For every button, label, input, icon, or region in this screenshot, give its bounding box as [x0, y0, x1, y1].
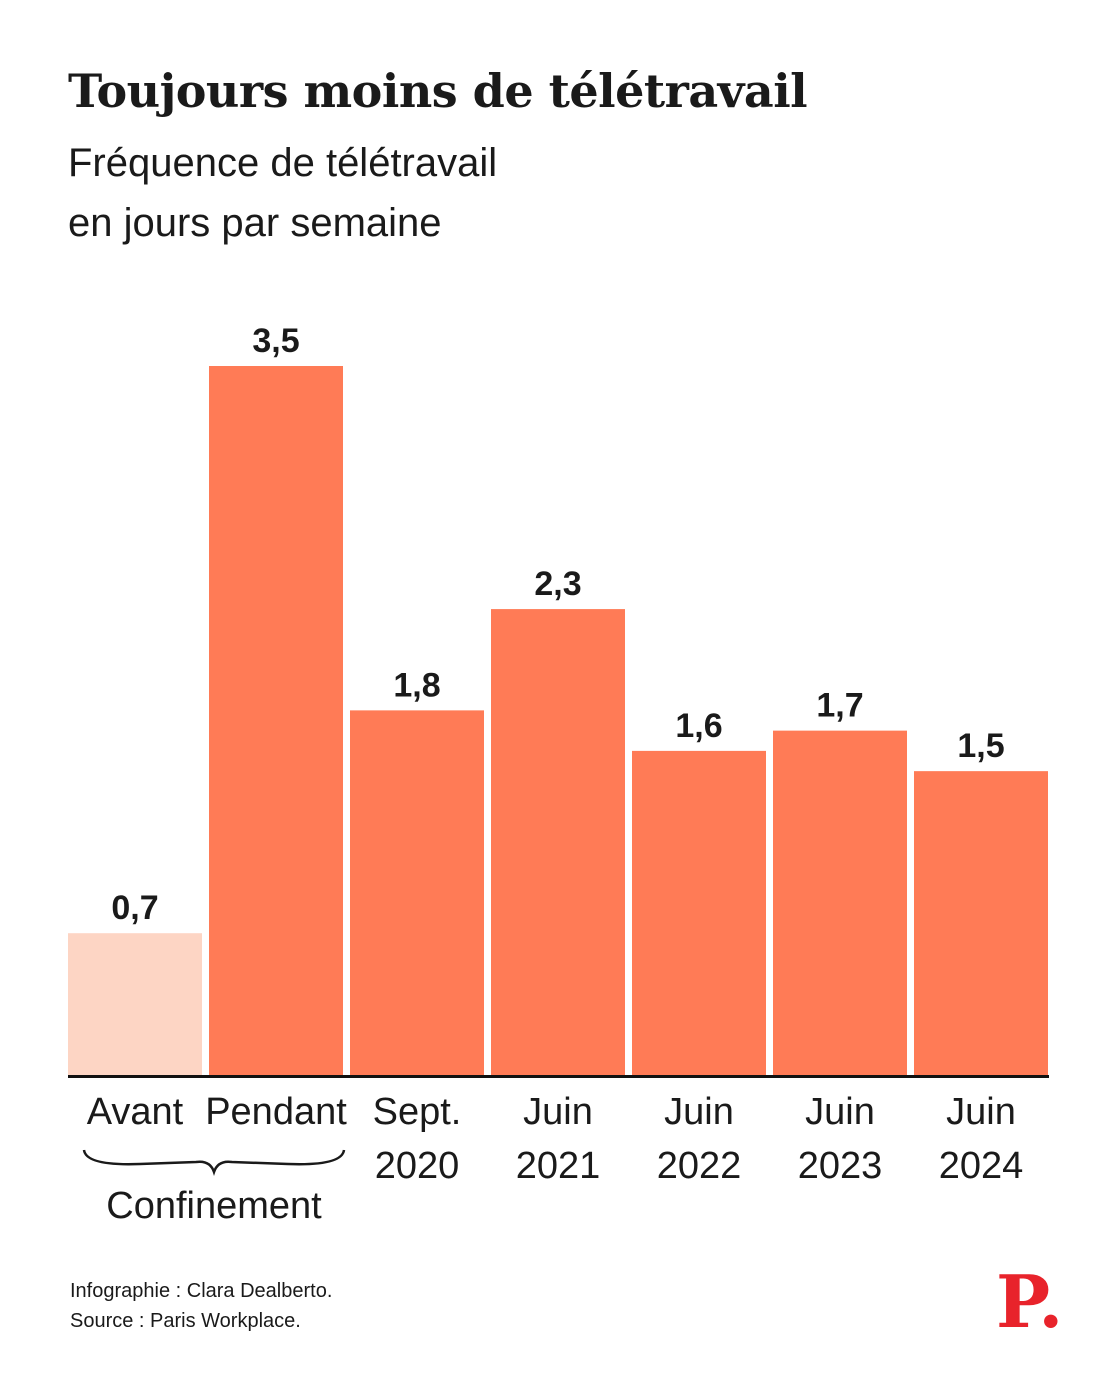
category-label-2-line-1: 2020 [375, 1145, 460, 1187]
bar-4 [632, 750, 766, 1075]
category-label-5-line-1: 2023 [798, 1145, 883, 1187]
category-label-5-line-0: Juin [805, 1091, 875, 1133]
confinement-label: Confinement [106, 1185, 322, 1227]
category-label-6-line-1: 2024 [939, 1145, 1024, 1187]
category-label-3-line-1: 2021 [516, 1145, 601, 1187]
value-label-5: 1,7 [816, 687, 863, 725]
category-label-1-line-0: Pendant [205, 1091, 347, 1133]
value-label-6: 1,5 [957, 727, 1004, 765]
subtitle-line-1: Fréquence de télétravail [68, 141, 498, 185]
confinement-brace [82, 1149, 346, 1176]
category-label-layer: Avant Pendant Sept. 2020 Juin 2021 Juin 2022 Jui… [87, 1091, 1024, 1187]
subtitle-line-2: en jours par semaine [68, 201, 442, 245]
category-label-0-line-0: Avant [87, 1091, 184, 1133]
bar-layer [68, 366, 1048, 1075]
value-label-3: 2,3 [534, 565, 581, 603]
chart-title: Toujours moins de télétravail [68, 64, 808, 118]
bar-2 [350, 710, 484, 1075]
credit-line-graphics: Infographie : Clara Dealberto. [70, 1280, 333, 1302]
category-label-2-line-0: Sept. [373, 1091, 462, 1133]
category-label-3-line-0: Juin [523, 1091, 593, 1133]
le-point-logo: P. [996, 1259, 1064, 1344]
value-label-4: 1,6 [675, 707, 722, 745]
value-label-layer: 0,7 3,5 1,8 2,3 1,6 1,7 1,5 [111, 322, 1004, 927]
credits: Infographie : Clara Dealberto. Source : … [70, 1276, 332, 1336]
chart-subtitle: Fréquence de télétravail en jours par se… [68, 133, 768, 253]
category-label-4-line-1: 2022 [657, 1145, 742, 1187]
value-label-0: 0,7 [111, 889, 158, 927]
bar-1 [209, 366, 343, 1075]
category-label-6-line-0: Juin [946, 1091, 1016, 1133]
category-label-4-line-0: Juin [664, 1091, 734, 1133]
bar-0 [68, 933, 202, 1075]
value-label-1: 3,5 [252, 322, 299, 360]
bar-3 [491, 609, 625, 1075]
bar-chart: 0,7 3,5 1,8 2,3 1,6 1,7 1,5 Avant Pendant Sept. 2… [68, 322, 1049, 1227]
credit-line-source: Source : Paris Workplace. [70, 1310, 301, 1332]
bar-6 [914, 771, 1048, 1075]
value-label-2: 1,8 [393, 666, 440, 704]
bar-5 [773, 730, 907, 1075]
